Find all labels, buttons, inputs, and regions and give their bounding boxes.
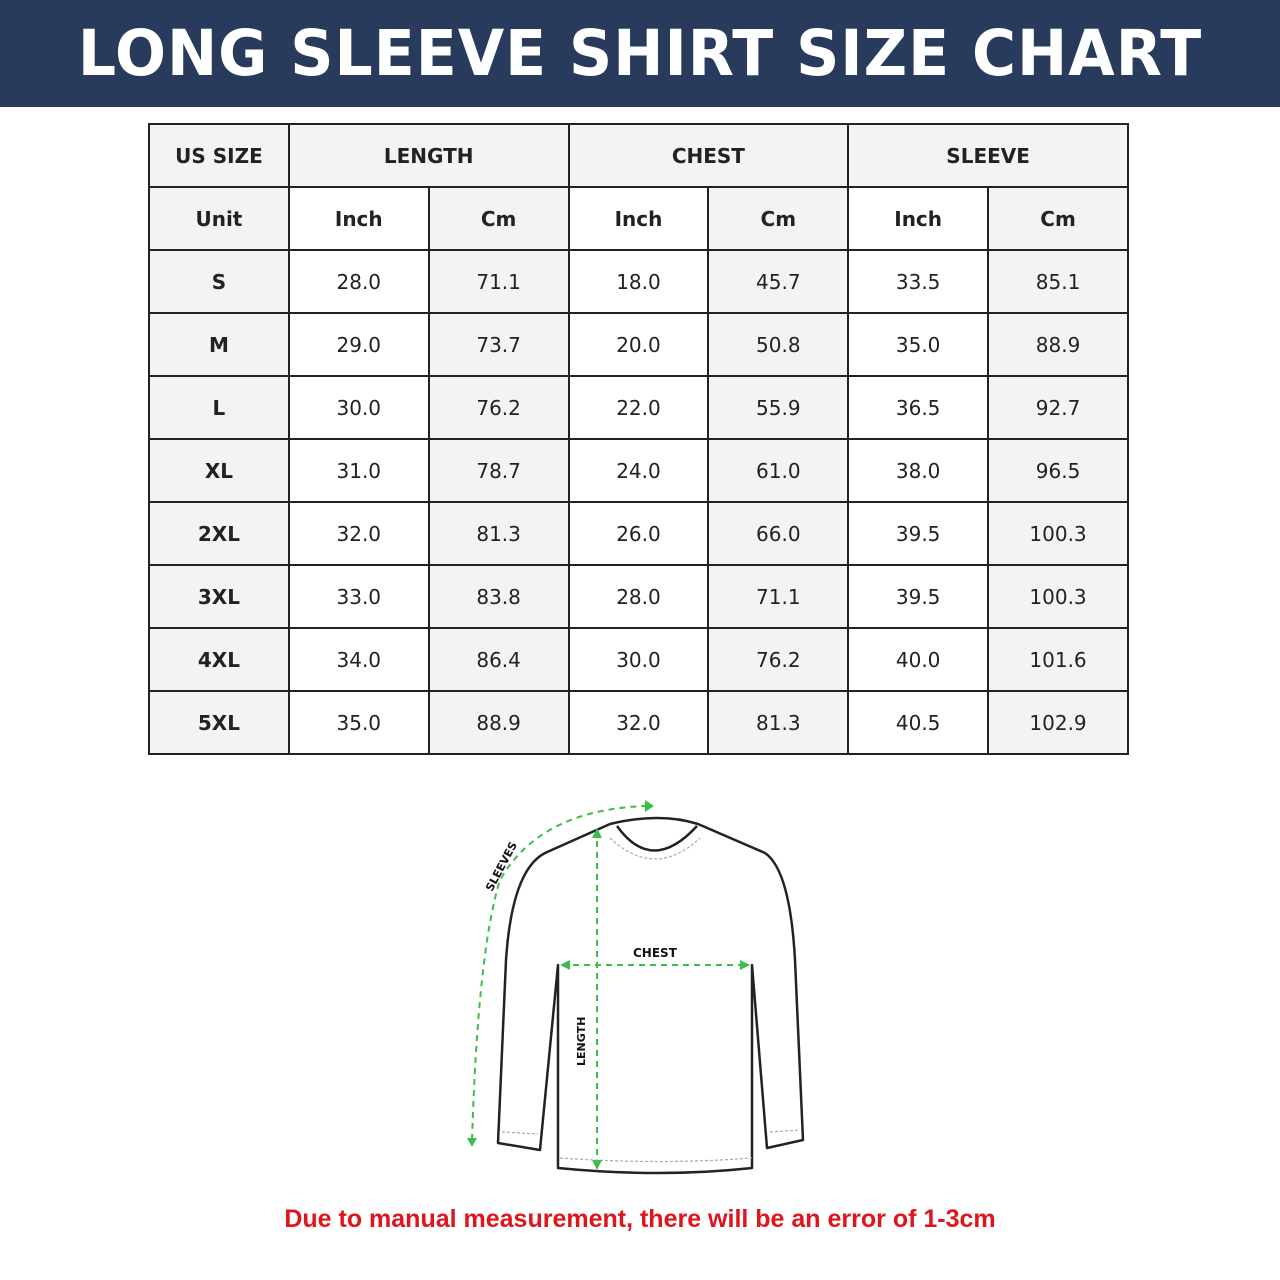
measurement-cell: 24.0 — [567, 438, 710, 503]
measurement-cell: 85.1 — [987, 249, 1129, 314]
measurement-cell: 78.7 — [427, 438, 570, 503]
measurement-cell: 61.0 — [707, 438, 850, 503]
measurement-cell: 76.2 — [427, 375, 570, 440]
measurement-cell: 50.8 — [707, 312, 850, 377]
measurement-cell: 76.2 — [707, 627, 850, 692]
unit-cell: Cm — [987, 186, 1129, 251]
measurement-cell: 86.4 — [427, 627, 570, 692]
header-sleeve: SLEEVE — [847, 123, 1129, 188]
chest-label: CHEST — [633, 946, 678, 960]
page-title: LONG SLEEVE SHIRT SIZE CHART — [77, 16, 1203, 91]
size-label: S — [148, 249, 290, 314]
measurement-cell: 100.3 — [987, 564, 1129, 629]
size-row: XL 31.0 78.7 24.0 61.0 38.0 96.5 — [148, 438, 1129, 503]
measurement-cell: 81.3 — [427, 501, 570, 566]
measurement-cell: 26.0 — [567, 501, 710, 566]
measurement-cell: 66.0 — [707, 501, 850, 566]
unit-cell: Inch — [847, 186, 990, 251]
measurement-cell: 32.0 — [567, 690, 710, 755]
measurement-cell: 73.7 — [427, 312, 570, 377]
measurement-cell: 33.0 — [287, 564, 430, 629]
size-label: L — [148, 375, 290, 440]
measurement-cell: 40.5 — [847, 690, 990, 755]
size-row: 2XL 32.0 81.3 26.0 66.0 39.5 100.3 — [148, 501, 1129, 566]
size-table: US SIZE LENGTH CHEST SLEEVE Unit Inch Cm… — [148, 123, 1129, 755]
title-banner: LONG SLEEVE SHIRT SIZE CHART — [0, 0, 1280, 107]
sleeves-label: SLEEVES — [483, 840, 520, 894]
size-row: 3XL 33.0 83.8 28.0 71.1 39.5 100.3 — [148, 564, 1129, 629]
measurement-cell: 40.0 — [847, 627, 990, 692]
unit-cell: Inch — [287, 186, 430, 251]
measurement-cell: 88.9 — [987, 312, 1129, 377]
measurement-cell: 38.0 — [847, 438, 990, 503]
measurement-cell: 20.0 — [567, 312, 710, 377]
measurement-cell: 18.0 — [567, 249, 710, 314]
measurement-cell: 45.7 — [707, 249, 850, 314]
measurement-cell: 31.0 — [287, 438, 430, 503]
header-length: LENGTH — [287, 123, 570, 188]
measurement-cell: 39.5 — [847, 564, 990, 629]
measurement-cell: 83.8 — [427, 564, 570, 629]
size-row: 5XL 35.0 88.9 32.0 81.3 40.5 102.9 — [148, 690, 1129, 755]
measurement-cell: 39.5 — [847, 501, 990, 566]
measurement-cell: 88.9 — [427, 690, 570, 755]
measurement-note: Due to manual measurement, there will be… — [284, 1205, 996, 1233]
size-label: 5XL — [148, 690, 290, 755]
measurement-cell: 102.9 — [987, 690, 1129, 755]
unit-row: Unit Inch Cm Inch Cm Inch Cm — [148, 186, 1129, 251]
sleeve-measure-line — [471, 805, 646, 1141]
size-row: M 29.0 73.7 20.0 50.8 35.0 88.9 — [148, 312, 1129, 377]
unit-cell: Cm — [707, 186, 850, 251]
size-label: 3XL — [148, 564, 290, 629]
size-label: M — [148, 312, 290, 377]
measurement-cell: 71.1 — [427, 249, 570, 314]
size-row: L 30.0 76.2 22.0 55.9 36.5 92.7 — [148, 375, 1129, 440]
measurement-cell: 81.3 — [707, 690, 850, 755]
measurement-cell: 28.0 — [567, 564, 710, 629]
header-chest: CHEST — [567, 123, 850, 188]
size-row: 4XL 34.0 86.4 30.0 76.2 40.0 101.6 — [148, 627, 1129, 692]
unit-cell: Cm — [427, 186, 570, 251]
measurement-cell: 100.3 — [987, 501, 1129, 566]
size-label: 4XL — [148, 627, 290, 692]
measurement-cell: 101.6 — [987, 627, 1129, 692]
measurement-cell: 71.1 — [707, 564, 850, 629]
measurement-cell: 22.0 — [567, 375, 710, 440]
measurement-cell: 36.5 — [847, 375, 990, 440]
size-row: S 28.0 71.1 18.0 45.7 33.5 85.1 — [148, 249, 1129, 314]
measurement-cell: 92.7 — [987, 375, 1129, 440]
measurement-cell: 96.5 — [987, 438, 1129, 503]
shirt-diagram: SLEEVES CHEST LENGTH — [467, 800, 805, 1175]
measure-lines — [471, 805, 748, 1168]
length-label: LENGTH — [575, 1017, 588, 1066]
measurement-cell: 30.0 — [287, 375, 430, 440]
size-label: 2XL — [148, 501, 290, 566]
shirt-outline-icon — [496, 816, 805, 1175]
measurement-cell: 32.0 — [287, 501, 430, 566]
measurement-cell: 34.0 — [287, 627, 430, 692]
measurement-cell: 29.0 — [287, 312, 430, 377]
unit-cell: Inch — [567, 186, 710, 251]
measurement-cell: 55.9 — [707, 375, 850, 440]
measurement-cell: 35.0 — [287, 690, 430, 755]
unit-label: Unit — [148, 186, 290, 251]
size-label: XL — [148, 438, 290, 503]
group-header-row: US SIZE LENGTH CHEST SLEEVE — [148, 123, 1129, 188]
header-us-size: US SIZE — [148, 123, 290, 188]
measurement-cell: 35.0 — [847, 312, 990, 377]
measurement-cell: 33.5 — [847, 249, 990, 314]
measurement-cell: 30.0 — [567, 627, 710, 692]
measurement-cell: 28.0 — [287, 249, 430, 314]
